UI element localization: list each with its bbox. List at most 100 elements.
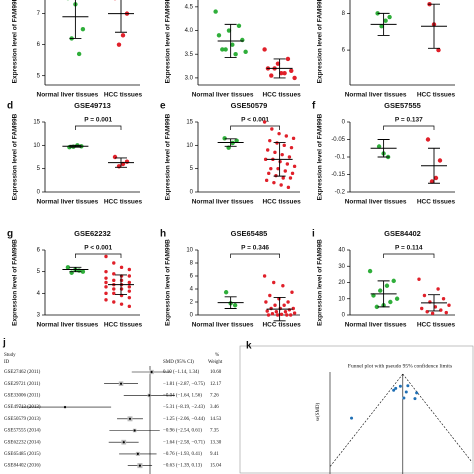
study-label: GSE27462 (2011) <box>4 370 41 375</box>
data-point <box>279 183 283 187</box>
panel-letter: g <box>7 229 13 240</box>
sd-bar <box>377 280 390 308</box>
data-point <box>269 306 273 311</box>
y-tick-label: 6 <box>37 42 41 48</box>
study-point <box>415 391 419 395</box>
data-point <box>284 134 289 138</box>
y-tick-label: 0 <box>342 120 346 126</box>
data-point <box>375 11 380 16</box>
smd-label: −1.81 (−2.87, −0.75) <box>163 382 205 387</box>
data-point <box>119 302 124 306</box>
x-tick-label: HCC tissues <box>104 199 143 206</box>
panel-letter: h <box>160 229 166 240</box>
data-point <box>116 164 122 169</box>
data-point <box>232 303 238 308</box>
smd-label: −0.76 (−1.93, 0.41) <box>163 452 202 457</box>
data-point <box>127 289 132 293</box>
y-tick-label: 4 <box>190 287 194 293</box>
sd-bar <box>69 266 82 273</box>
data-point <box>262 120 267 124</box>
study-point <box>413 397 417 401</box>
data-point <box>280 152 284 157</box>
study-point <box>392 388 396 392</box>
p-value: P = 0.137 <box>395 117 423 124</box>
data-point <box>265 309 269 313</box>
sd-bar <box>224 296 237 309</box>
y-tick-label: 2 <box>190 300 194 306</box>
study-point <box>350 416 354 420</box>
study-label: GSE49713 (2013) <box>4 405 41 410</box>
data-point <box>104 291 108 296</box>
panel-title: GSE57555 <box>384 101 421 110</box>
data-point <box>283 169 287 173</box>
y-tick-label: 4 <box>37 291 41 297</box>
data-point <box>384 283 390 288</box>
data-point <box>383 18 388 23</box>
study-label: GSE50579 (2013) <box>4 417 41 422</box>
table-header: Weight <box>208 360 223 365</box>
data-point <box>269 166 273 171</box>
panel-title: GSE62232 <box>74 229 111 238</box>
x-tick-label: Normal liver tissues <box>345 199 407 206</box>
y-axis-label: Expression level of FAM99B <box>165 239 172 326</box>
smd-label: −0.63 (−1.39, 0.13) <box>163 464 202 469</box>
y-tick-label: -0.1 <box>335 155 346 161</box>
data-point <box>76 51 82 57</box>
study-label: GSE33006 (2011) <box>4 394 41 399</box>
data-point <box>112 291 116 296</box>
x-tick-label: HCC tissues <box>104 92 143 99</box>
x-tick-label: Normal liver tissues <box>345 322 407 329</box>
y-axis-label: se(SMD) <box>316 403 321 422</box>
study-label: GSE29721 (2011) <box>4 382 41 387</box>
panel-title: GSE49713 <box>74 101 111 110</box>
y-tick-label: 20 <box>338 280 345 286</box>
data-point <box>270 127 274 131</box>
study-point <box>406 384 410 388</box>
data-point <box>226 28 232 33</box>
y-tick-label: 6 <box>342 48 346 54</box>
data-point <box>119 265 124 270</box>
study-label: GSE62232 (2014) <box>4 440 41 445</box>
weight-label: 12.17 <box>210 382 222 387</box>
data-point <box>436 287 440 291</box>
data-point <box>394 296 400 301</box>
bracket <box>383 125 435 130</box>
data-point <box>264 178 269 183</box>
data-point <box>240 37 245 43</box>
data-point <box>269 73 274 78</box>
y-tick-label: 5 <box>37 166 41 172</box>
panel-title: GSE50579 <box>231 101 268 110</box>
data-point <box>378 288 383 293</box>
data-point <box>292 311 297 315</box>
data-point <box>272 180 276 185</box>
data-point <box>289 145 294 150</box>
data-point <box>287 155 292 159</box>
data-point <box>376 144 382 149</box>
study-point <box>394 386 398 390</box>
data-point <box>391 278 396 284</box>
data-point <box>282 70 287 76</box>
data-point <box>263 157 268 162</box>
sd-bar <box>428 294 440 312</box>
data-point <box>268 293 272 298</box>
data-point <box>266 313 271 317</box>
y-axis-label: Expression level of FAM99B <box>317 239 324 326</box>
y-axis-label: Expression level of FAM99B <box>317 113 324 200</box>
x-tick-label: Normal liver tissues <box>37 199 99 206</box>
data-point <box>272 280 276 285</box>
p-value: P < 0.001 <box>241 117 269 124</box>
x-tick-label: HCC tissues <box>417 199 456 206</box>
data-point <box>281 284 285 288</box>
data-point <box>278 306 282 311</box>
y-tick-label: 4.5 <box>185 4 194 10</box>
data-point <box>374 304 380 310</box>
data-point <box>112 300 116 304</box>
data-point <box>444 310 448 315</box>
y-tick-label: 5 <box>37 269 41 275</box>
bracket <box>230 253 280 258</box>
panel-title: GSE84402 <box>384 229 421 238</box>
confidence-limit <box>330 373 404 468</box>
data-point <box>222 136 227 141</box>
data-point <box>69 270 74 275</box>
